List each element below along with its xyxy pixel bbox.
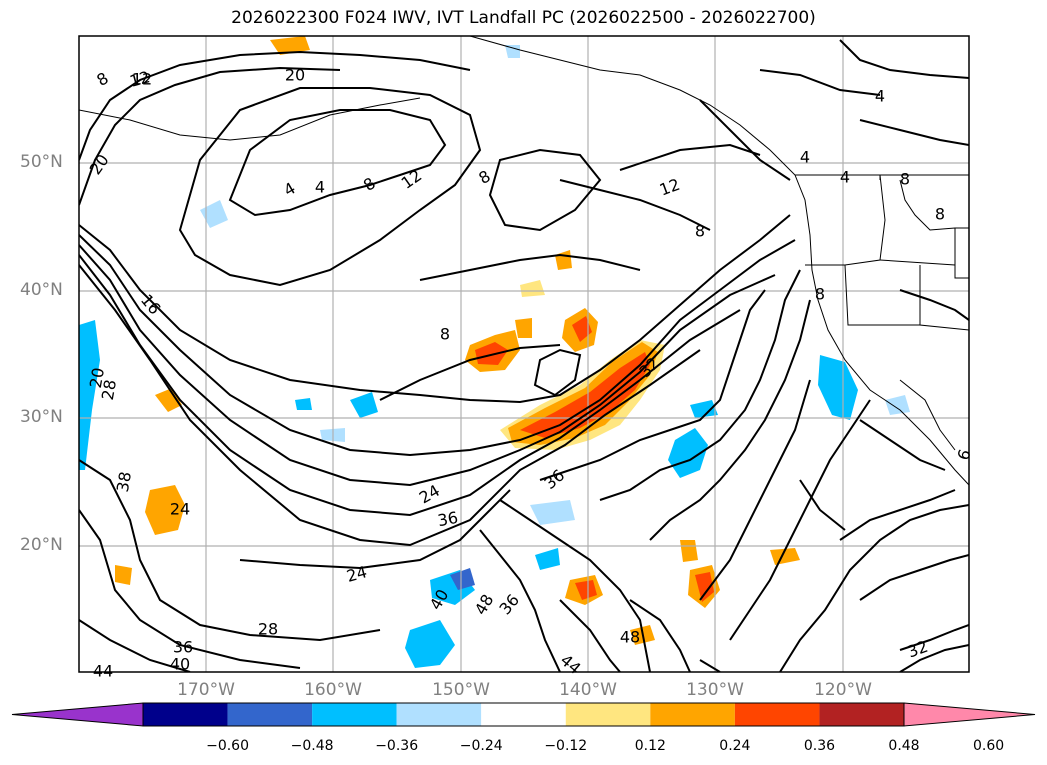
lon-label-170w: 170°W (177, 680, 235, 700)
colorbar-segment (227, 703, 313, 726)
colorbar-segment (650, 703, 735, 726)
lat-label-30n: 30°N (20, 407, 63, 427)
iwv-contours (79, 39, 969, 672)
contour-label: 28 (258, 620, 278, 639)
colorbar-tick-label: −0.36 (375, 738, 419, 754)
contour-label: 8 (900, 170, 910, 189)
contour-label: 4 (875, 87, 885, 106)
contour-label: 36 (173, 638, 193, 657)
colorbar-tick-label: −0.60 (206, 738, 249, 754)
contour-label: 20 (285, 66, 305, 85)
colorbar-segment (312, 703, 397, 726)
contour-label: 28 (98, 378, 120, 401)
lon-label-150w: 150°W (432, 680, 490, 700)
contour-label: 48 (620, 628, 640, 647)
contour-label: 12 (132, 70, 152, 89)
map-frame (78, 35, 970, 673)
coastlines-borders (79, 36, 969, 486)
contour-label: 20 (86, 366, 108, 389)
contour-label: 4 (800, 148, 810, 167)
colorbar-tick-label: 0.48 (888, 738, 920, 754)
map-title: 2026022300 F024 IWV, IVT Landfall PC (20… (231, 8, 816, 28)
colorbar-segment (396, 703, 482, 726)
lat-label-50n: 50°N (20, 152, 63, 172)
contour-label: 40 (170, 655, 190, 674)
lon-label-120w: 120°W (814, 680, 872, 700)
contour-label: 8 (935, 205, 945, 224)
lon-label-160w: 160°W (304, 680, 362, 700)
colorbar-tick-label: 0.24 (719, 738, 751, 754)
colorbar-tick-label: 0.12 (634, 738, 666, 754)
positive-anomaly-shading (115, 36, 800, 645)
contour-label: 4 (315, 178, 325, 197)
colorbar-tick-label: −0.12 (544, 738, 588, 754)
contour-label: 4 (840, 168, 850, 187)
contour-label: 24 (170, 500, 190, 519)
colorbar-frame (142, 702, 905, 727)
contour-label: 44 (93, 662, 113, 681)
lon-label-130w: 130°W (686, 680, 744, 700)
negative-anomaly-shading (79, 45, 910, 668)
colorbar-tick-label: −0.48 (290, 738, 334, 754)
contour-label: 24 (344, 562, 369, 586)
contour-label: 8 (440, 325, 450, 344)
lon-label-140w: 140°W (559, 680, 617, 700)
colorbar-tick-label: 0.60 (972, 738, 1005, 754)
contour-label: 38 (113, 470, 135, 493)
colorbar-tick-label: −0.24 (459, 738, 503, 754)
lat-label-40n: 40°N (20, 280, 63, 300)
contour-label: 8 (695, 222, 705, 241)
map-plot-area (79, 36, 969, 672)
contour-label: 36 (436, 508, 459, 530)
lat-label-20n: 20°N (20, 535, 63, 555)
colorbar-segment (481, 703, 566, 726)
contour-label: 8 (815, 285, 825, 304)
colorbar-segment (143, 703, 228, 726)
colorbar-segment (565, 703, 651, 726)
colorbar (11, 702, 1036, 727)
colorbar-extend-low (11, 702, 144, 727)
colorbar-segment (819, 703, 904, 726)
colorbar-extend-high (903, 702, 1036, 727)
colorbar-segment (734, 703, 820, 726)
contour-label: 12 (127, 67, 152, 91)
colorbar-tick-label: 0.36 (803, 738, 836, 754)
